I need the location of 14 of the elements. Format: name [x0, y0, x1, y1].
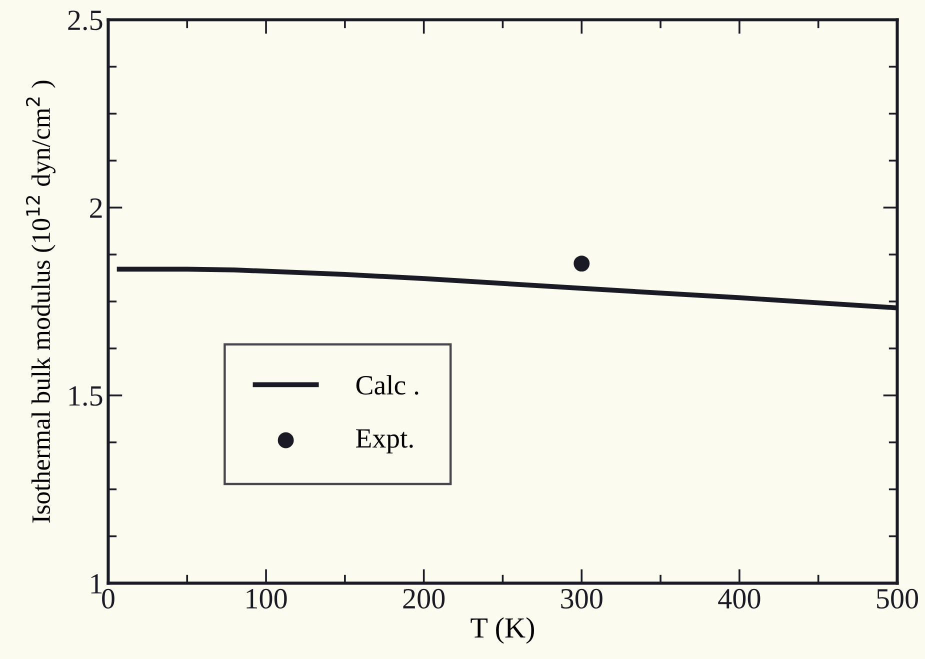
x-tick-label: 500 [877, 588, 918, 609]
legend-label: Calc . [356, 375, 418, 395]
y-tick-label: 1.5 [69, 386, 102, 406]
x-tick-label: 0 [102, 588, 114, 609]
legend-label: Expt. [356, 429, 413, 454]
x-axis-title: T (K) [470, 617, 534, 644]
x-tick-label: 400 [718, 588, 760, 609]
y-tick-label: 1 [91, 574, 102, 594]
x-tick-label: 200 [403, 588, 445, 609]
x-tick-label: 100 [246, 588, 287, 609]
y-tick-label: 2.5 [68, 10, 102, 30]
y-tick-label: 2 [90, 198, 102, 218]
y-axis-title: Isothermal bulk modulus (10$^{12}$ dyn/cm$^{2}$ ) [26, 80, 56, 523]
x-tick-label: 300 [561, 588, 602, 609]
